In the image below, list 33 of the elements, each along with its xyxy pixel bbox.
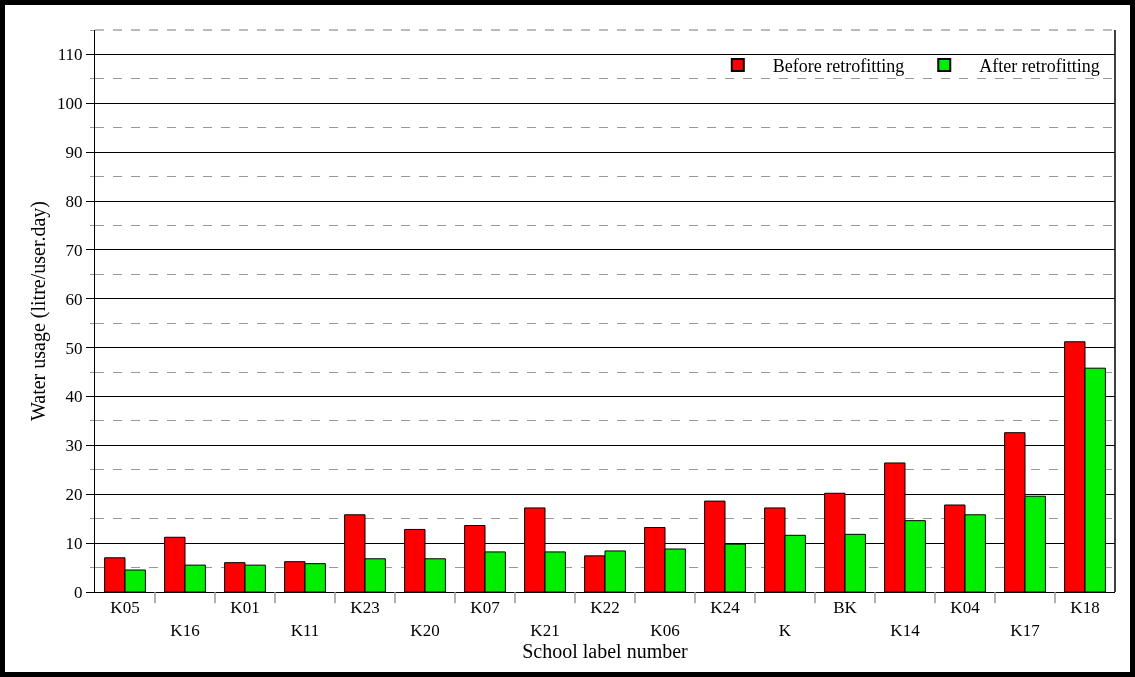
x-tick-label: K16	[170, 620, 200, 640]
x-tick-label: K06	[650, 620, 680, 640]
y-tick-label: 0	[74, 582, 83, 602]
x-tick-label: K05	[110, 598, 140, 618]
y-tick-label: 10	[65, 534, 83, 554]
x-tick-label: K17	[1010, 620, 1041, 640]
x-tick-label: K04	[950, 598, 981, 618]
y-tick-label: 50	[65, 338, 83, 358]
y-tick-label: 70	[65, 240, 83, 260]
x-tick-label: K11	[290, 620, 320, 640]
y-tick-label: 60	[65, 289, 83, 309]
y-tick-label: 20	[65, 485, 83, 505]
y-tick-label: 90	[65, 143, 83, 163]
legend-label: Before retrofitting	[772, 56, 905, 77]
x-tick-label: K23	[350, 598, 380, 618]
x-tick-label: BK	[833, 598, 858, 618]
x-tick-label: K22	[590, 598, 620, 618]
legend-label: After retrofitting	[979, 56, 1100, 77]
y-tick-label: 40	[65, 387, 83, 407]
x-tick-label: K20	[410, 620, 440, 640]
x-tick-label: K24	[710, 598, 741, 618]
y-axis-title: Water usage (litre/user.day)	[27, 201, 50, 421]
x-tick-label: K01	[230, 598, 260, 618]
y-tick-label: 110	[57, 45, 83, 65]
x-tick-label: K14	[890, 620, 921, 640]
x-tick-label: K21	[530, 620, 560, 640]
x-tick-label: K18	[1070, 598, 1100, 618]
x-tick-label: K07	[470, 598, 501, 618]
y-tick-label: 80	[65, 191, 83, 211]
y-tick-label: 100	[57, 94, 83, 114]
x-axis-title: School label number	[522, 639, 689, 662]
y-tick-label: 30	[65, 436, 83, 456]
x-tick-label: K	[778, 620, 792, 640]
